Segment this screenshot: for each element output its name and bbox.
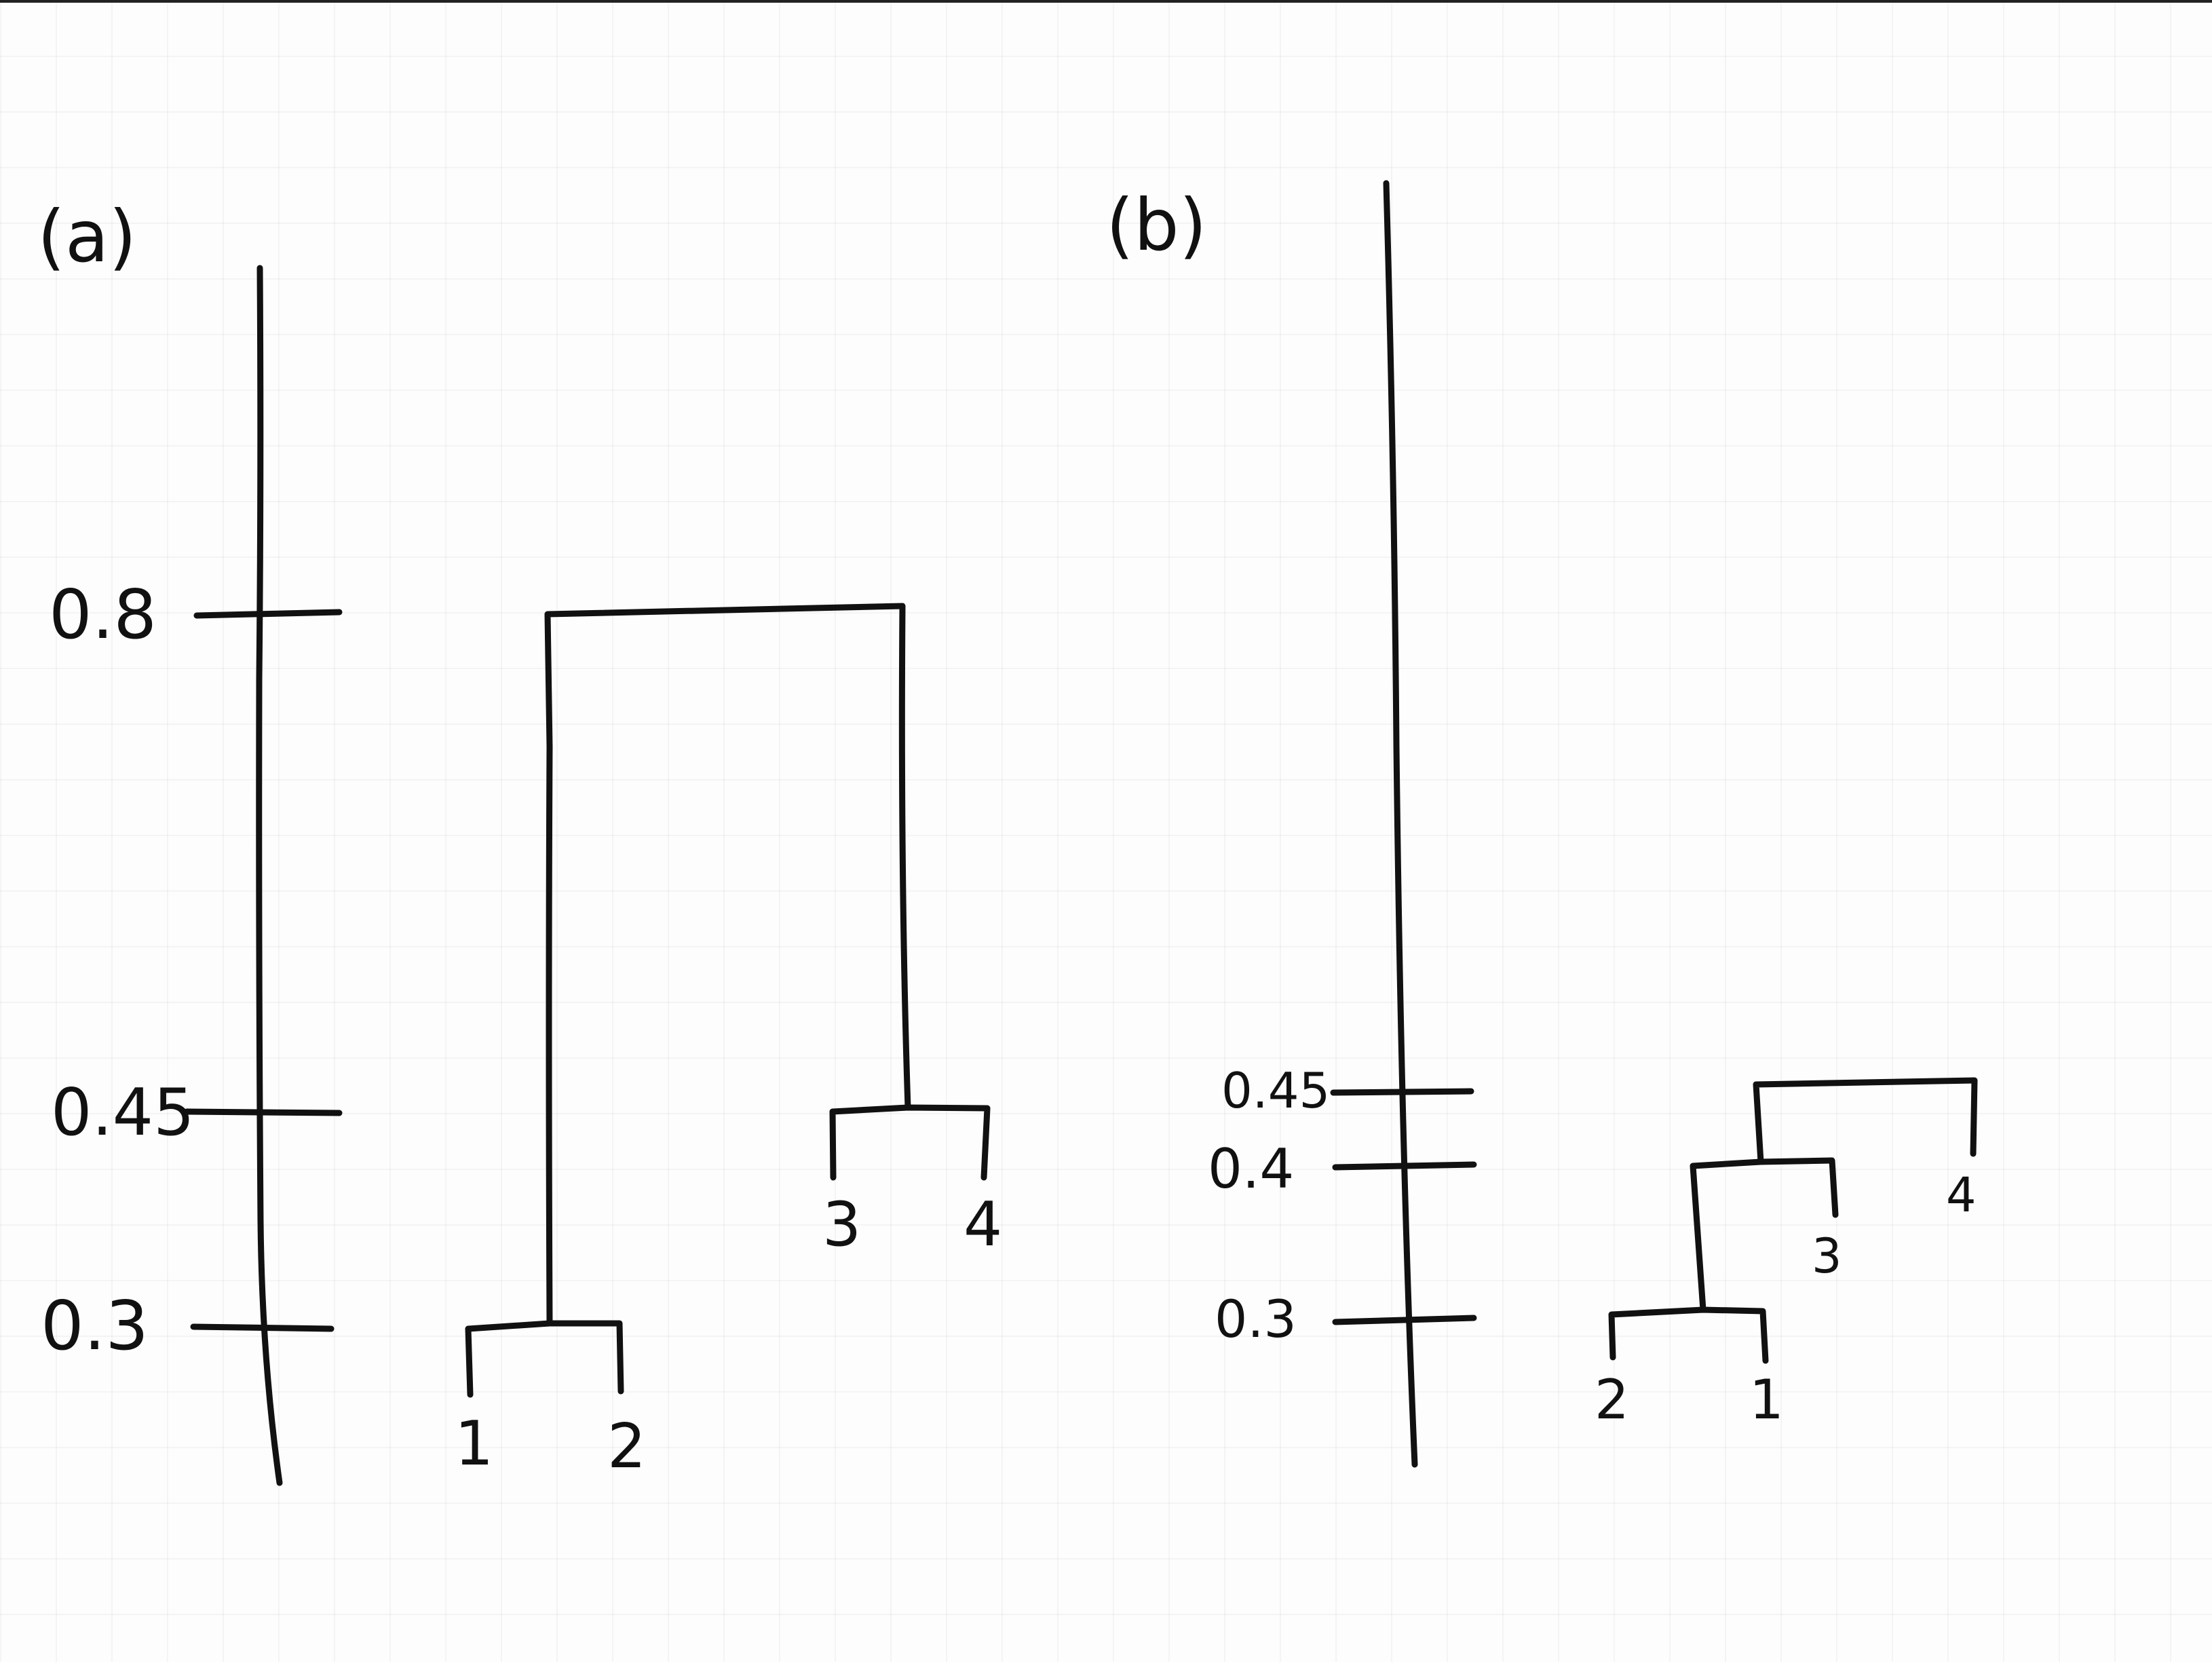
panel-b-axis xyxy=(1383,180,1418,1468)
panel-b-tick-label-0.3: 0.3 xyxy=(1215,1289,1297,1349)
panel-a-tick-0.8 xyxy=(193,609,343,619)
panel-b-merge-root xyxy=(1753,1077,1978,1165)
panel-a-merge-3-4 xyxy=(829,1104,991,1181)
panel-b-leaf-2: 2 xyxy=(1595,1368,1629,1431)
panel-b: (b) 0.45 0.4 0.3 2 1 3 4 xyxy=(1106,180,1978,1468)
panel-b-tick-label-0.4: 0.4 xyxy=(1208,1137,1294,1201)
panel-b-leaf-3: 3 xyxy=(1812,1228,1842,1284)
panel-a-tick-label-0.3: 0.3 xyxy=(41,1286,149,1365)
panel-b-tick-0.45 xyxy=(1330,1088,1474,1096)
panel-b-label: (b) xyxy=(1106,184,1207,267)
panel-a-tick-0.45 xyxy=(183,1108,343,1116)
panel-a-leaf-3: 3 xyxy=(822,1189,861,1260)
panel-b-tick-0.4 xyxy=(1332,1161,1477,1171)
panel-a-tick-0.3 xyxy=(190,1323,335,1332)
panel-a-label: (a) xyxy=(37,195,136,278)
panel-b-tick-label-0.45: 0.45 xyxy=(1221,1062,1330,1119)
panel-b-leaf-1: 1 xyxy=(1749,1368,1784,1431)
panel-a-tick-label-0.8: 0.8 xyxy=(49,575,157,654)
panel-a-merge-root xyxy=(544,603,911,1327)
panel-a-leaf-1: 1 xyxy=(455,1408,493,1479)
panel-a-leaf-4: 4 xyxy=(964,1189,1002,1260)
panel-b-tick-0.3 xyxy=(1332,1315,1477,1325)
panel-a-leaf-2: 2 xyxy=(607,1411,646,1482)
panel-a-axis xyxy=(256,265,283,1486)
paper-edge xyxy=(0,0,2212,3)
panel-b-leaf-4: 4 xyxy=(1946,1167,1977,1223)
panel-a-merge-1-2 xyxy=(465,1320,624,1398)
panel-a-tick-label-0.45: 0.45 xyxy=(51,1076,195,1150)
panel-a: (a) 0.8 0.45 0.3 1 2 3 4 xyxy=(37,195,1002,1486)
panel-b-merge-2-1 xyxy=(1608,1306,1769,1364)
